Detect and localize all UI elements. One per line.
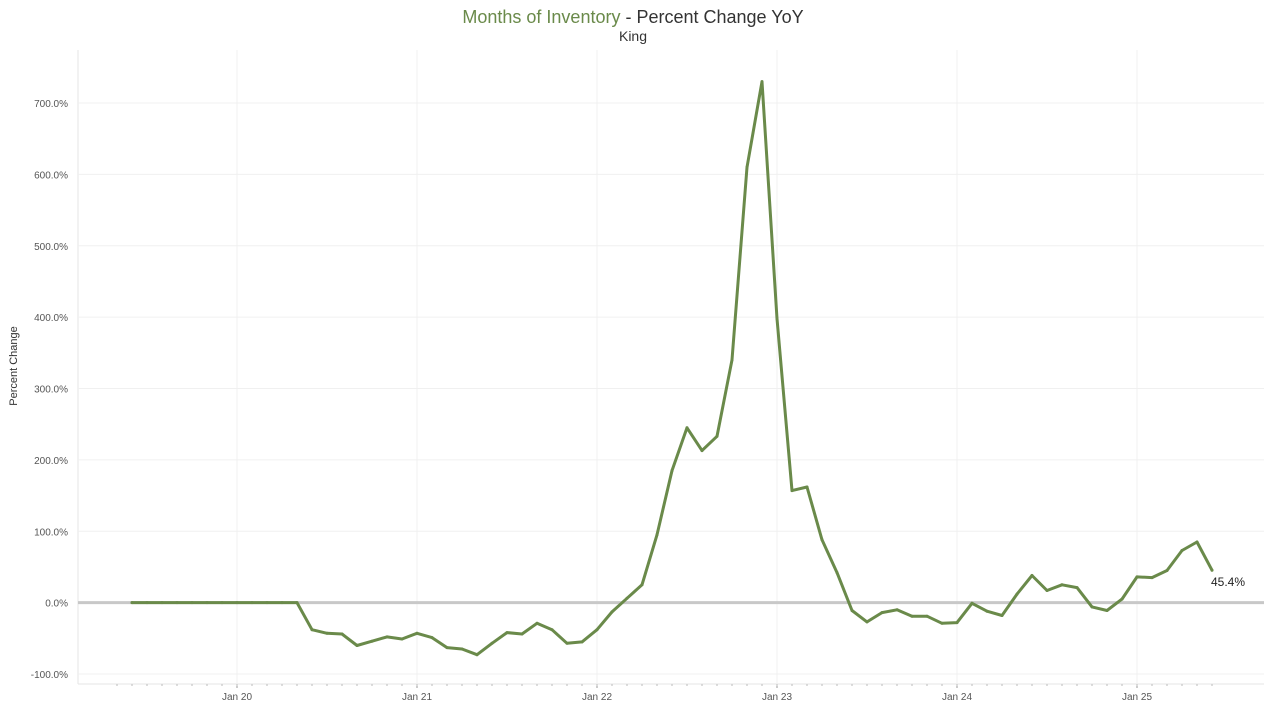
data-point bbox=[1015, 592, 1019, 596]
data-point bbox=[790, 489, 794, 493]
data-point bbox=[760, 80, 764, 84]
data-point bbox=[175, 601, 179, 605]
data-point bbox=[1195, 540, 1199, 544]
data-point bbox=[685, 426, 689, 430]
data-point bbox=[310, 628, 314, 632]
x-tick-label: Jan 24 bbox=[942, 692, 972, 703]
data-point bbox=[1135, 575, 1139, 579]
chart-title: Months of Inventory - Percent Change YoY bbox=[0, 6, 1266, 28]
data-point bbox=[235, 601, 239, 605]
data-point bbox=[1090, 605, 1094, 609]
data-point bbox=[445, 646, 449, 650]
x-tick-label: Jan 21 bbox=[402, 692, 432, 703]
data-point bbox=[1120, 597, 1124, 601]
data-point bbox=[670, 469, 674, 473]
data-point bbox=[160, 601, 164, 605]
data-point bbox=[595, 628, 599, 632]
data-point bbox=[640, 583, 644, 587]
data-point bbox=[475, 653, 479, 657]
data-point bbox=[610, 610, 614, 614]
data-point bbox=[850, 609, 854, 612]
data-point bbox=[250, 601, 254, 605]
x-tick-label: Jan 25 bbox=[1122, 692, 1152, 703]
data-point bbox=[220, 601, 224, 605]
data-point bbox=[1150, 576, 1154, 580]
data-point bbox=[910, 614, 914, 618]
y-tick-label: 100.0% bbox=[34, 527, 68, 538]
data-point bbox=[1180, 549, 1184, 552]
y-tick-label: 400.0% bbox=[34, 313, 68, 324]
chart-title-rest: - Percent Change YoY bbox=[620, 7, 804, 27]
x-tick-label: Jan 23 bbox=[762, 692, 792, 703]
data-point bbox=[880, 611, 884, 615]
data-point bbox=[505, 631, 509, 635]
data-point bbox=[625, 596, 629, 600]
chart-header: Months of Inventory - Percent Change YoY… bbox=[0, 6, 1266, 44]
data-point bbox=[955, 621, 959, 625]
series-line bbox=[130, 80, 1214, 657]
data-point bbox=[985, 609, 989, 613]
data-point bbox=[1060, 583, 1064, 587]
data-point bbox=[655, 533, 659, 537]
data-point bbox=[865, 620, 869, 624]
data-point bbox=[820, 538, 824, 542]
data-point bbox=[520, 632, 524, 636]
data-point bbox=[430, 636, 434, 640]
y-tick-label: 300.0% bbox=[34, 385, 68, 396]
data-point bbox=[580, 640, 584, 644]
data-point bbox=[325, 631, 329, 635]
data-point bbox=[355, 644, 359, 647]
data-point bbox=[145, 601, 149, 605]
data-point bbox=[1030, 574, 1034, 577]
data-point bbox=[940, 621, 944, 625]
data-point bbox=[550, 628, 554, 632]
data-point bbox=[340, 632, 344, 636]
data-point bbox=[415, 631, 419, 635]
y-tick-label: 200.0% bbox=[34, 456, 68, 467]
y-tick-label: 600.0% bbox=[34, 170, 68, 181]
data-point bbox=[535, 621, 539, 625]
data-point bbox=[460, 647, 464, 651]
data-point bbox=[925, 614, 929, 618]
data-point bbox=[1105, 609, 1109, 612]
data-point bbox=[1045, 589, 1049, 592]
data-point bbox=[745, 165, 749, 169]
data-point bbox=[400, 637, 404, 641]
data-point bbox=[370, 639, 374, 643]
data-point bbox=[280, 601, 284, 605]
x-tick-label: Jan 22 bbox=[582, 692, 612, 703]
data-point bbox=[565, 641, 569, 645]
data-point bbox=[265, 601, 269, 605]
y-tick-label: 0.0% bbox=[45, 599, 68, 610]
data-point bbox=[835, 571, 839, 575]
data-point bbox=[205, 601, 209, 605]
y-tick-label: 700.0% bbox=[34, 99, 68, 110]
data-point bbox=[385, 635, 389, 639]
data-point bbox=[775, 317, 779, 321]
y-tick-label: -100.0% bbox=[31, 670, 68, 681]
data-point bbox=[130, 601, 134, 605]
data-point bbox=[730, 358, 734, 362]
data-point bbox=[1075, 586, 1079, 590]
data-point bbox=[1165, 569, 1169, 572]
data-point bbox=[895, 608, 899, 612]
chart-subtitle: King bbox=[618, 28, 648, 44]
data-point bbox=[715, 434, 719, 438]
data-point bbox=[490, 641, 494, 645]
chart-title-accent: Months of Inventory bbox=[462, 7, 621, 27]
data-point bbox=[1210, 568, 1214, 572]
end-value-label: 45.4% bbox=[1211, 575, 1245, 589]
data-point bbox=[295, 601, 299, 605]
data-point bbox=[970, 601, 974, 605]
data-point bbox=[700, 449, 704, 453]
data-point bbox=[1000, 614, 1004, 617]
data-point bbox=[190, 601, 194, 605]
x-tick-label: Jan 20 bbox=[222, 692, 252, 703]
y-tick-label: 500.0% bbox=[34, 242, 68, 253]
data-point bbox=[805, 485, 809, 489]
